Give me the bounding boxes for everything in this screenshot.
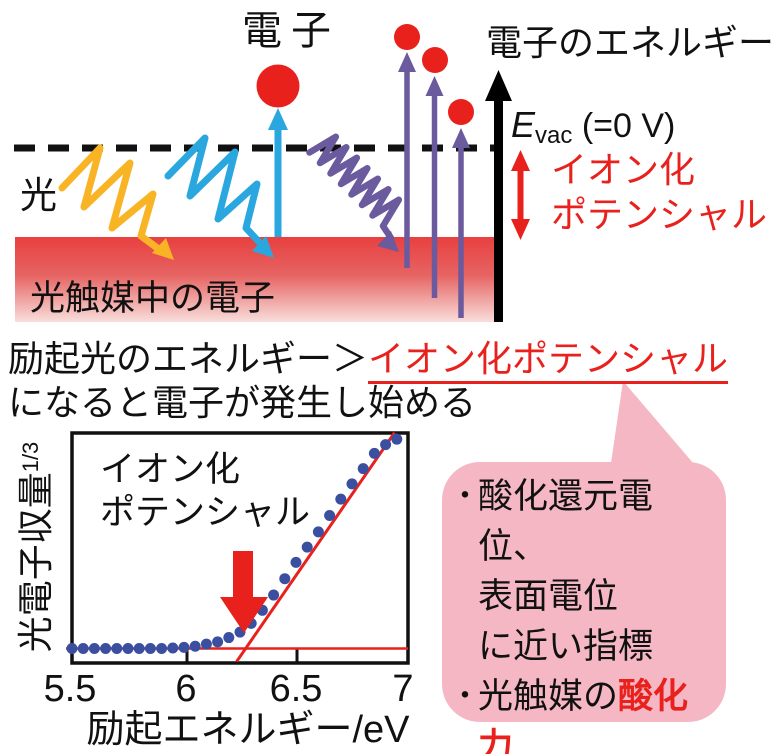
x-tick-7: 7 bbox=[392, 668, 414, 710]
yellow-photon-arrow bbox=[58, 144, 174, 260]
evac-subscript: vac bbox=[535, 122, 573, 149]
bubble-item2-line1: ・ 光触媒の酸化力 bbox=[450, 672, 722, 754]
chart-x-axis-label: 励起エネルギー/eV bbox=[86, 709, 410, 751]
caption-line1-black: 励起光のエネルギー＞ bbox=[8, 338, 369, 379]
chart-y-axis-label: 光電子収量1/3 bbox=[7, 432, 56, 662]
emitted-electron-arrow bbox=[268, 108, 288, 237]
energy-axis-label: 電子のエネルギー bbox=[486, 22, 775, 63]
evac-value: (=0 V) bbox=[572, 107, 676, 145]
oxidizing-power-highlight: 酸化力 bbox=[478, 677, 689, 754]
caption-line1-red-underlined: イオン化ポテンシャル bbox=[368, 338, 729, 384]
ionization-potential-label-line1: イオン化 bbox=[551, 149, 696, 190]
bubble-text-prefix: 光触媒の bbox=[478, 677, 619, 716]
electron-circles bbox=[256, 24, 474, 125]
bubble-item1-line3: に近い指標 bbox=[478, 627, 654, 666]
bubble-tail bbox=[610, 381, 699, 470]
chart-data-layer bbox=[66, 431, 408, 663]
x-tick-6.5: 6.5 bbox=[269, 668, 323, 710]
ylabel-exponent: 1/3 bbox=[18, 441, 43, 473]
ionization-potential-double-arrow bbox=[511, 150, 530, 240]
evac-label: Evac (=0 V) bbox=[511, 104, 676, 149]
bubble-text: 光触媒の酸化力 bbox=[478, 672, 722, 754]
ionization-potential-marker-arrow bbox=[220, 551, 268, 633]
bubble-item1-line2: 表面電位 bbox=[478, 577, 619, 616]
bullet-icon: ・ bbox=[450, 480, 480, 513]
caption-line1: 励起光のエネルギー＞イオン化ポテンシャル bbox=[8, 338, 729, 384]
band-label: 光触媒中の電子 bbox=[30, 279, 276, 318]
electron-label: 電子 bbox=[242, 9, 340, 53]
purple-photon-coil-arrow bbox=[306, 133, 403, 252]
x-tick-5.5: 5.5 bbox=[43, 668, 97, 710]
speech-bubble: ・ 酸化還元電位、 表面電位 に近い指標 ・ 光触媒の酸化力 を反映 bbox=[442, 462, 726, 754]
light-label: 光 bbox=[20, 175, 57, 216]
bubble-item1-line1: ・ 酸化還元電位、 bbox=[450, 472, 722, 572]
photoelectron-arrows bbox=[398, 52, 470, 318]
caption-line2: になると電子が発生し始める bbox=[8, 382, 477, 423]
bubble-text: 酸化還元電位、 bbox=[478, 477, 654, 566]
ylabel-base: 光電子収量 bbox=[15, 472, 56, 653]
x-tick-6: 6 bbox=[175, 668, 197, 710]
bullet-icon: ・ bbox=[450, 680, 480, 713]
ionization-potential-label-line2: ポテンシャル bbox=[551, 194, 768, 235]
chart-annotation-line1: イオン化 bbox=[100, 450, 241, 489]
evac-symbol: E bbox=[511, 104, 536, 145]
blue-photon-arrow bbox=[164, 134, 274, 258]
chart-annotation-line2: ポテンシャル bbox=[100, 493, 311, 532]
energy-axis bbox=[485, 70, 512, 322]
